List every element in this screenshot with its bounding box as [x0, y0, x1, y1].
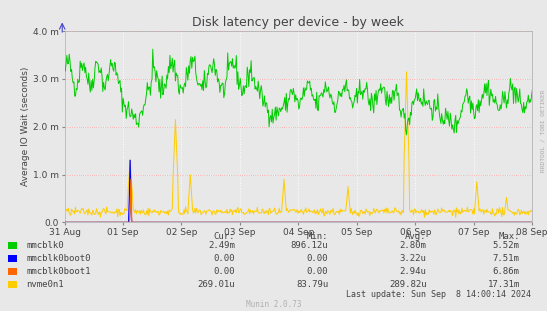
Text: 0.00: 0.00: [214, 254, 235, 263]
Text: mmcblk0: mmcblk0: [26, 241, 64, 250]
Text: Max:: Max:: [498, 232, 520, 241]
Text: 6.86m: 6.86m: [493, 267, 520, 276]
Text: nvme0n1: nvme0n1: [26, 281, 64, 289]
Text: 2.49m: 2.49m: [208, 241, 235, 250]
Text: 3.22u: 3.22u: [400, 254, 427, 263]
Text: 289.82u: 289.82u: [389, 281, 427, 289]
Text: 0.00: 0.00: [307, 254, 328, 263]
Text: Min:: Min:: [307, 232, 328, 241]
Text: mmcblk0boot1: mmcblk0boot1: [26, 267, 91, 276]
Text: 7.51m: 7.51m: [493, 254, 520, 263]
Text: Cur:: Cur:: [214, 232, 235, 241]
Text: 0.00: 0.00: [307, 267, 328, 276]
Text: 5.52m: 5.52m: [493, 241, 520, 250]
Y-axis label: Average IO Wait (seconds): Average IO Wait (seconds): [21, 67, 30, 186]
Text: Munin 2.0.73: Munin 2.0.73: [246, 299, 301, 309]
Text: mmcblk0boot0: mmcblk0boot0: [26, 254, 91, 263]
Text: Last update: Sun Sep  8 14:00:14 2024: Last update: Sun Sep 8 14:00:14 2024: [346, 290, 531, 299]
Text: 2.94u: 2.94u: [400, 267, 427, 276]
Text: 0.00: 0.00: [214, 267, 235, 276]
Text: 17.31m: 17.31m: [487, 281, 520, 289]
Text: Avg:: Avg:: [405, 232, 427, 241]
Text: 83.79u: 83.79u: [296, 281, 328, 289]
Text: 269.01u: 269.01u: [197, 281, 235, 289]
Title: Disk latency per device - by week: Disk latency per device - by week: [193, 16, 404, 29]
Text: RRDTOOL / TOBI OETIKER: RRDTOOL / TOBI OETIKER: [540, 89, 545, 172]
Text: 896.12u: 896.12u: [290, 241, 328, 250]
Text: 2.80m: 2.80m: [400, 241, 427, 250]
